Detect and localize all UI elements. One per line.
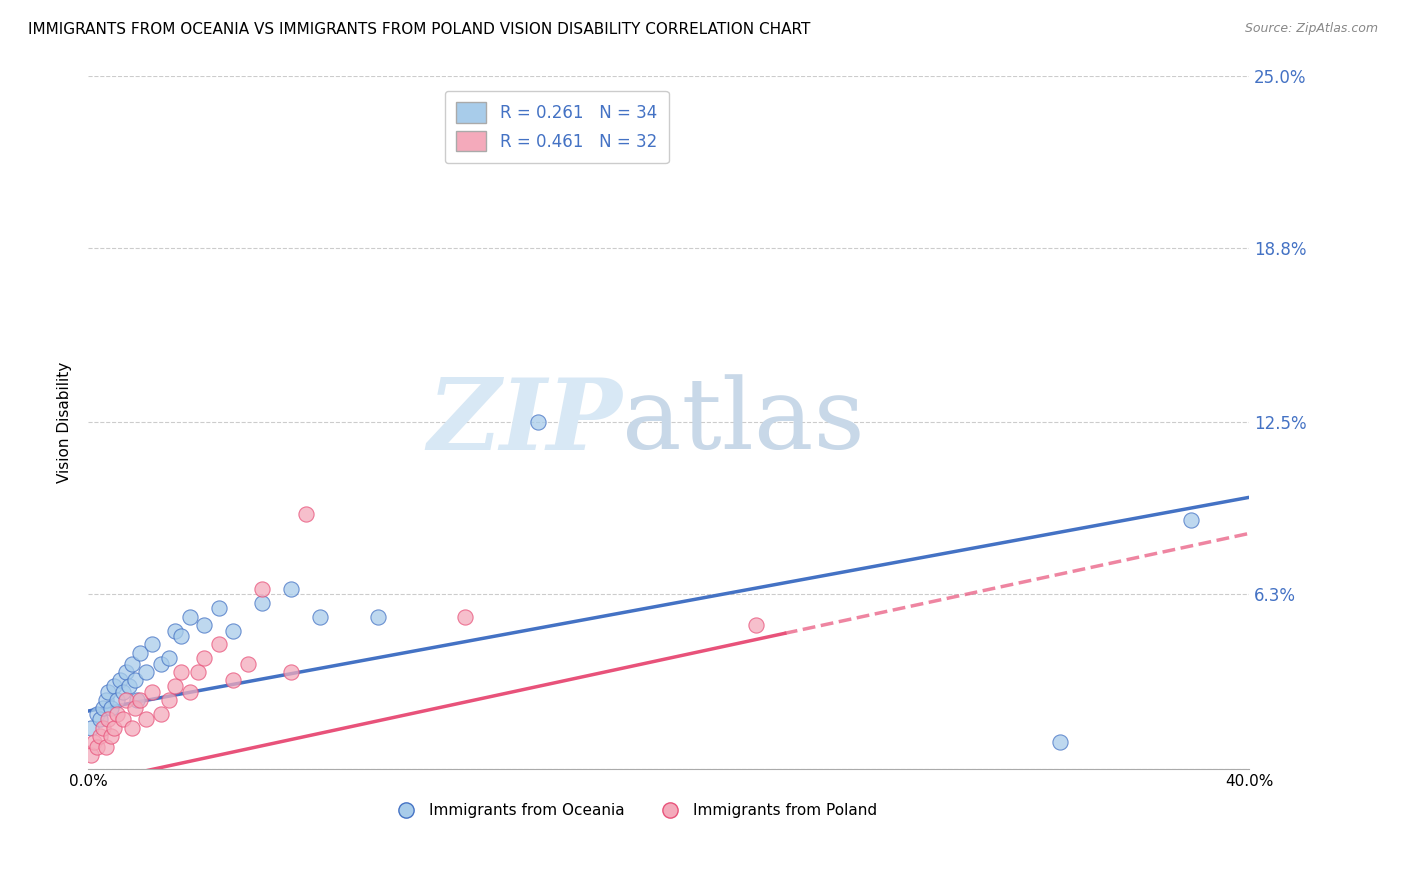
Point (115, 693, 138, 707)
Point (165, 679, 187, 693)
Text: IMMIGRANTS FROM OCEANIA VS IMMIGRANTS FROM POLAND VISION DISABILITY CORRELATION : IMMIGRANTS FROM OCEANIA VS IMMIGRANTS FR… (28, 22, 810, 37)
Point (280, 582, 302, 596)
Point (105, 706, 128, 721)
Point (252, 582, 274, 596)
Point (208, 601, 231, 615)
Text: ZIP: ZIP (427, 374, 623, 471)
Text: atlas: atlas (623, 375, 865, 470)
Point (157, 693, 180, 707)
Point (89, 729, 111, 743)
Point (149, 657, 172, 671)
Point (157, 651, 180, 665)
Point (103, 679, 125, 693)
Point (208, 637, 231, 651)
Point (222, 624, 245, 638)
Point (141, 684, 163, 698)
Point (121, 721, 143, 735)
Point (100, 729, 122, 743)
Point (118, 679, 141, 693)
Point (97, 712, 120, 726)
Point (252, 596, 274, 610)
Point (127, 693, 149, 707)
Point (105, 693, 128, 707)
Point (103, 721, 125, 735)
Point (527, 416, 550, 430)
Point (170, 665, 193, 680)
Point (111, 712, 134, 726)
Point (165, 624, 187, 638)
Point (187, 665, 209, 680)
Point (295, 507, 318, 521)
Point (94, 693, 117, 707)
Point (135, 712, 157, 726)
Point (129, 693, 152, 707)
Point (1049, 734, 1071, 748)
Point (141, 637, 163, 651)
Point (179, 684, 201, 698)
Point (86, 706, 108, 721)
Point (80, 721, 103, 735)
Point (193, 618, 215, 632)
Point (129, 646, 152, 660)
Point (91, 721, 114, 735)
Point (124, 701, 146, 715)
Legend: Immigrants from Oceania, Immigrants from Poland: Immigrants from Oceania, Immigrants from… (384, 797, 883, 824)
Point (115, 665, 138, 680)
Point (83, 734, 105, 748)
Point (367, 609, 389, 624)
Point (124, 673, 146, 688)
Point (222, 673, 245, 688)
Point (86, 740, 108, 755)
Point (94, 740, 117, 755)
Point (135, 665, 157, 680)
Point (97, 684, 120, 698)
Point (309, 609, 332, 624)
Point (91, 701, 114, 715)
Point (454, 609, 477, 624)
Point (280, 665, 302, 680)
Point (149, 706, 172, 721)
Y-axis label: Vision Disability: Vision Disability (58, 362, 72, 483)
Point (179, 609, 201, 624)
Point (89, 712, 111, 726)
Point (80, 748, 103, 763)
Point (193, 651, 215, 665)
Point (108, 673, 131, 688)
Point (100, 701, 122, 715)
Point (121, 657, 143, 671)
Point (236, 657, 259, 671)
Text: Source: ZipAtlas.com: Source: ZipAtlas.com (1244, 22, 1378, 36)
Point (1180, 512, 1202, 526)
Point (745, 618, 768, 632)
Point (111, 684, 134, 698)
Point (170, 629, 193, 643)
